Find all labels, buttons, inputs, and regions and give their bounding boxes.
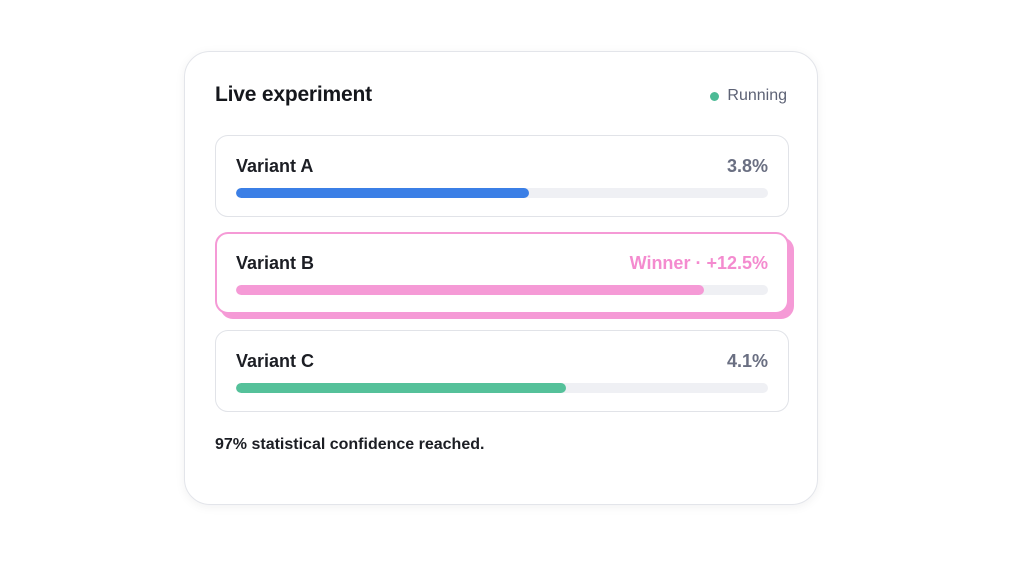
variant-a-row: Variant A 3.8% [215, 135, 789, 217]
progress-fill [236, 285, 705, 295]
variant-value: 4.1% [726, 351, 768, 371]
variant-c-row: Variant C 4.1% [215, 330, 789, 412]
status-label: Running [727, 87, 787, 104]
status-dot-icon [710, 91, 720, 101]
progress-track [236, 285, 768, 295]
variant-value: 3.8% [726, 156, 768, 176]
card-title: Live experiment [215, 83, 372, 106]
variant-name: Variant C [236, 351, 315, 371]
variant-name: Variant A [236, 156, 314, 176]
variant-b-row: Variant B Winner · +12.5% [215, 232, 789, 314]
progress-fill [236, 383, 566, 393]
confidence-note: 97% statistical confidence reached. [215, 436, 485, 453]
progress-fill [236, 188, 529, 198]
progress-track [236, 383, 768, 393]
progress-track [236, 188, 768, 198]
variant-value: Winner · +12.5% [629, 253, 768, 273]
status-indicator: Running [710, 87, 787, 105]
experiment-card: Live experiment Running Variant A 3.8% V… [184, 51, 818, 505]
variant-name: Variant B [236, 253, 315, 273]
